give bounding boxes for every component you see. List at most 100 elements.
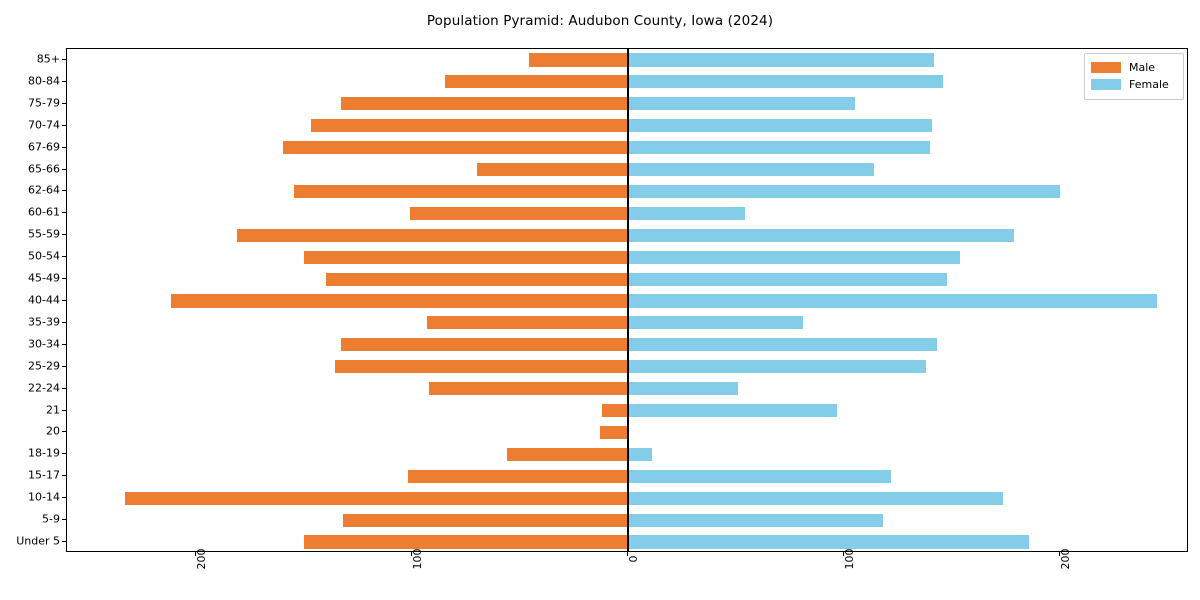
bar-female bbox=[628, 382, 739, 396]
page-title: Population Pyramid: Audubon County, Iowa… bbox=[426, 13, 774, 29]
y-axis-tick-label: 10-14 bbox=[28, 490, 60, 504]
bar-female bbox=[628, 206, 745, 220]
y-axis-tick-mark bbox=[62, 234, 66, 236]
bar-row bbox=[67, 338, 1187, 352]
bar-male bbox=[427, 316, 628, 330]
y-axis-tick-label: 70-74 bbox=[28, 118, 60, 132]
bar-male bbox=[528, 53, 628, 67]
y-axis-tick-label: 60-61 bbox=[28, 205, 60, 219]
bar-female bbox=[628, 403, 838, 418]
legend-label-female: Female bbox=[1129, 78, 1169, 91]
bar-male bbox=[170, 294, 628, 308]
bar-male bbox=[293, 184, 628, 198]
bar-female bbox=[628, 228, 1015, 242]
bar-male bbox=[334, 360, 628, 374]
y-axis-tick-mark bbox=[62, 387, 66, 389]
bar-row bbox=[67, 294, 1187, 308]
y-axis-tick-mark bbox=[62, 541, 66, 543]
y-axis-tick-label: 62-64 bbox=[28, 183, 60, 197]
bar-row bbox=[67, 513, 1187, 527]
y-axis-tick-mark bbox=[62, 365, 66, 367]
bar-male bbox=[304, 535, 628, 549]
x-axis-tick-label: 100 bbox=[411, 548, 425, 570]
y-axis-tick-label: 5-9 bbox=[42, 512, 60, 526]
y-axis-tick-label: 25-29 bbox=[28, 359, 60, 373]
x-axis-tick-label: 200 bbox=[1058, 548, 1072, 570]
bar-female bbox=[628, 294, 1157, 308]
legend-swatch-female-icon bbox=[1091, 79, 1121, 90]
plot-area bbox=[66, 48, 1188, 552]
bar-female bbox=[628, 184, 1060, 198]
y-axis-tick-mark bbox=[62, 431, 66, 433]
bar-male bbox=[310, 119, 628, 133]
y-axis-tick-mark bbox=[62, 102, 66, 104]
bar-male bbox=[325, 272, 628, 286]
bar-male bbox=[599, 425, 628, 440]
bar-male bbox=[341, 97, 628, 111]
x-axis-tick-label: 100 bbox=[842, 548, 856, 570]
y-axis-tick-mark bbox=[62, 300, 66, 301]
y-axis-tick-mark bbox=[62, 256, 66, 258]
bar-female bbox=[628, 53, 935, 67]
bar-male bbox=[343, 513, 628, 527]
bar-row bbox=[67, 206, 1187, 220]
bars-container bbox=[67, 49, 1187, 551]
y-axis-tick-label: 20 bbox=[46, 424, 60, 438]
bar-male bbox=[237, 228, 628, 242]
y-axis-tick-mark bbox=[62, 58, 66, 60]
bar-row bbox=[67, 162, 1187, 177]
y-axis-tick-label: 67-69 bbox=[28, 140, 60, 154]
bar-female bbox=[628, 141, 931, 155]
y-axis-tick-label: Under 5 bbox=[16, 534, 60, 548]
chart-legend: Male Female bbox=[1084, 53, 1184, 100]
y-axis-tick-label: 65-66 bbox=[28, 162, 60, 176]
bar-row bbox=[67, 53, 1187, 67]
y-axis-tick-mark bbox=[62, 475, 66, 477]
bar-row bbox=[67, 97, 1187, 111]
zero-axis-line bbox=[627, 49, 629, 551]
bar-male bbox=[429, 382, 628, 396]
x-axis-tick-mark bbox=[195, 552, 197, 556]
y-axis-tick-label: 18-19 bbox=[28, 446, 60, 460]
bar-row bbox=[67, 469, 1187, 483]
x-axis-tick-mark bbox=[1058, 552, 1060, 556]
y-axis-tick-label: 15-17 bbox=[28, 468, 60, 482]
y-axis-tick-mark bbox=[62, 453, 66, 455]
bar-female bbox=[628, 272, 948, 286]
bar-female bbox=[628, 75, 944, 89]
legend-label-male: Male bbox=[1129, 61, 1156, 74]
bar-female bbox=[628, 469, 892, 483]
bar-female bbox=[628, 491, 1004, 505]
legend-item-female: Female bbox=[1091, 76, 1177, 93]
legend-item-male: Male bbox=[1091, 59, 1177, 76]
bar-female bbox=[628, 513, 883, 527]
y-axis-tick-mark bbox=[62, 497, 66, 499]
x-axis-tick-label: 0 bbox=[627, 555, 640, 563]
bar-row bbox=[67, 119, 1187, 133]
bar-male bbox=[476, 162, 628, 177]
y-axis-tick-mark bbox=[62, 168, 66, 170]
bar-female bbox=[628, 316, 803, 330]
bar-female bbox=[628, 447, 652, 461]
y-axis-tick-mark bbox=[62, 409, 66, 411]
y-axis-tick-mark bbox=[62, 343, 66, 345]
bar-male bbox=[410, 206, 628, 220]
y-axis-tick-label: 22-24 bbox=[28, 381, 60, 395]
bar-female bbox=[628, 535, 1030, 549]
bar-female bbox=[628, 338, 937, 352]
y-axis-tick-mark bbox=[62, 278, 66, 280]
bar-row bbox=[67, 360, 1187, 374]
x-axis-tick-mark bbox=[842, 552, 844, 556]
legend-swatch-male-icon bbox=[1091, 62, 1121, 73]
bar-row bbox=[67, 184, 1187, 198]
bar-row bbox=[67, 141, 1187, 155]
bar-row bbox=[67, 250, 1187, 264]
bar-row bbox=[67, 272, 1187, 286]
bar-female bbox=[628, 360, 926, 374]
bar-male bbox=[602, 403, 628, 418]
bar-female bbox=[628, 250, 961, 264]
y-axis-tick-mark bbox=[62, 80, 66, 82]
bar-female bbox=[628, 162, 874, 177]
